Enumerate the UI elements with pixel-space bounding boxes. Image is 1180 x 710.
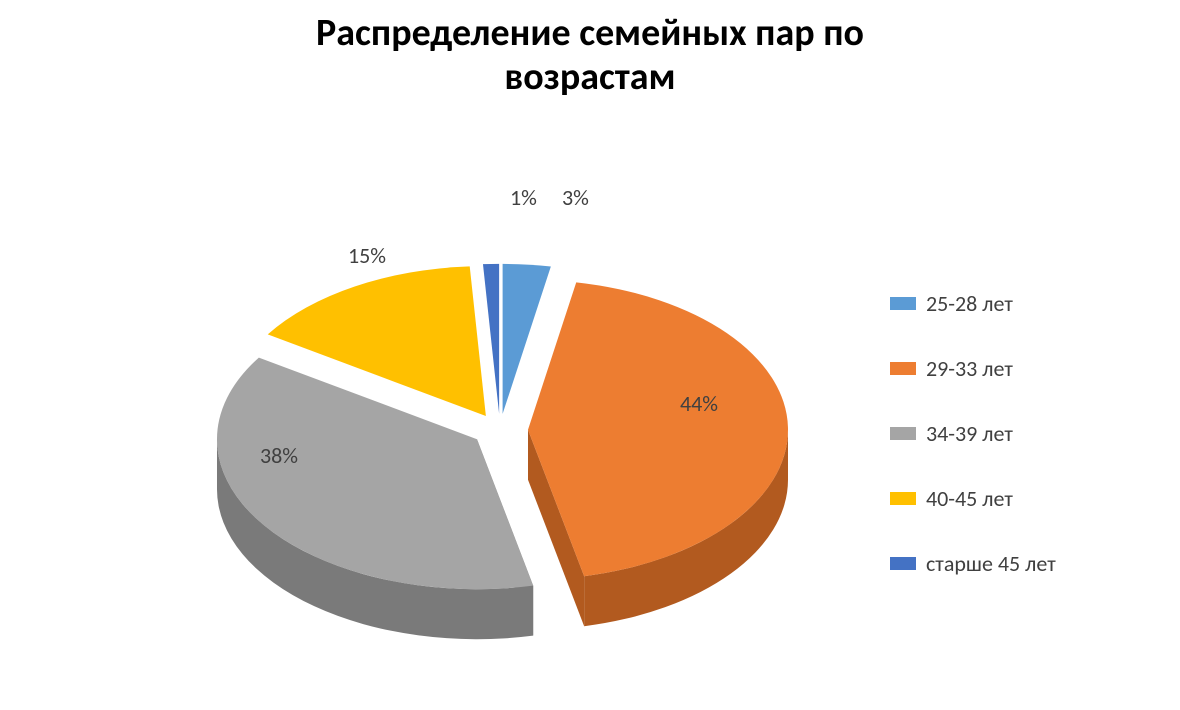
legend-label: 40-45 лет (926, 485, 1013, 512)
pie-slice (528, 282, 788, 626)
legend-item: старше 45 лет (890, 550, 1056, 577)
legend-swatch (890, 492, 916, 505)
data-label: 38% (260, 442, 298, 469)
chart-container: Распределение семейных пар по возрастам … (0, 0, 1180, 710)
legend-label: 34-39 лет (926, 420, 1013, 447)
legend-item: 40-45 лет (890, 485, 1056, 512)
legend-item: 29-33 лет (890, 355, 1056, 382)
legend-label: 25-28 лет (926, 290, 1013, 317)
legend: 25-28 лет 29-33 лет 34-39 лет 40-45 лет стар… (890, 290, 1056, 577)
data-label: 3% (562, 184, 589, 211)
legend-item: 34-39 лет (890, 420, 1056, 447)
legend-item: 25-28 лет (890, 290, 1056, 317)
pie-slice (483, 264, 499, 414)
data-label: 44% (680, 390, 718, 417)
legend-label: старше 45 лет (926, 550, 1056, 577)
legend-swatch (890, 362, 916, 375)
legend-swatch (890, 557, 916, 570)
data-label: 15% (348, 242, 386, 269)
legend-label: 29-33 лет (926, 355, 1013, 382)
pie-slice (217, 358, 533, 640)
data-label: 1% (510, 184, 537, 211)
legend-swatch (890, 427, 916, 440)
legend-swatch (890, 297, 916, 310)
